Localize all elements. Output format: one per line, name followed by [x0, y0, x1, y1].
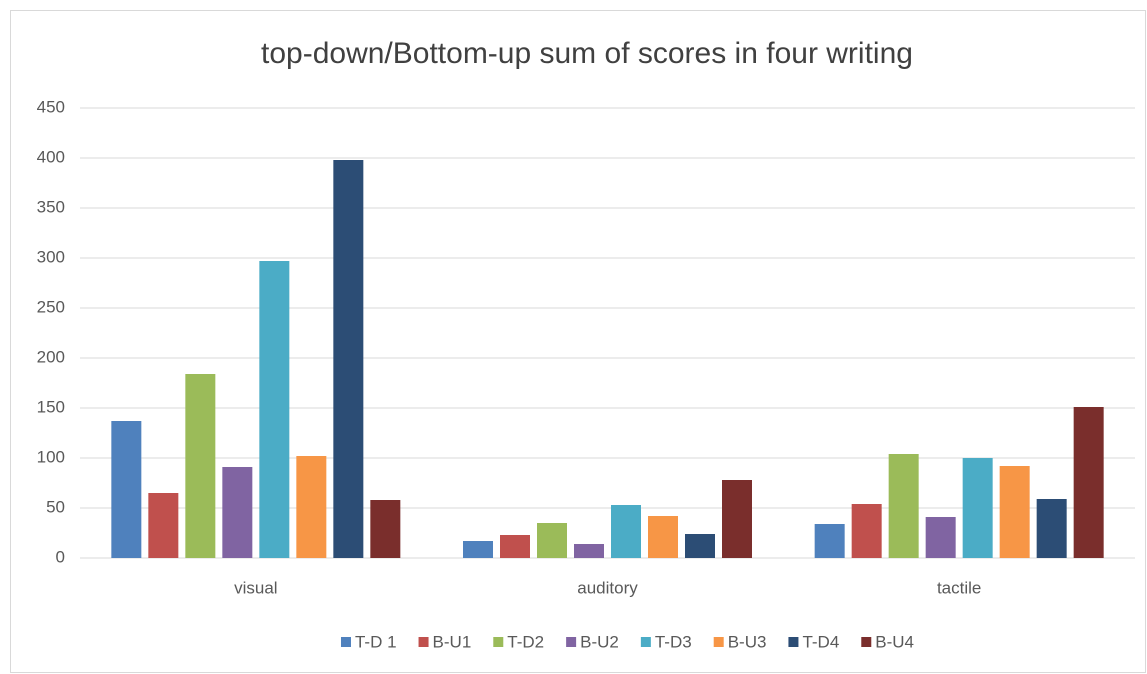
bar [463, 541, 493, 558]
bar [222, 467, 253, 558]
legend-label: T-D 1 [355, 632, 397, 651]
bar [111, 421, 142, 558]
legend-swatch [340, 637, 351, 647]
legend-swatch [566, 637, 577, 647]
x-tick-label: tactile [937, 578, 981, 597]
chart-title: top-down/Bottom-up sum of scores in four… [261, 37, 913, 70]
legend-label: B-U1 [433, 632, 472, 651]
bar [574, 544, 604, 558]
bar [814, 524, 845, 558]
bar [722, 480, 752, 558]
legend-label: B-U2 [580, 632, 619, 651]
bar [148, 493, 179, 558]
chart-frame [10, 10, 1146, 673]
bar [370, 500, 401, 558]
bar [999, 466, 1030, 558]
bar [962, 458, 993, 558]
legend-swatch [418, 637, 429, 647]
bar [851, 504, 882, 558]
y-tick-label: 100 [37, 447, 65, 466]
bar [500, 535, 530, 558]
bar [1073, 407, 1104, 558]
y-tick-label: 450 [37, 97, 65, 116]
y-tick-label: 350 [37, 197, 65, 216]
legend-swatch [493, 637, 504, 647]
bar [333, 160, 364, 558]
bar [185, 374, 216, 558]
y-tick-label: 300 [37, 247, 65, 266]
bar [925, 517, 956, 558]
legend-swatch [788, 637, 799, 647]
y-tick-label: 0 [56, 547, 65, 566]
bar [611, 505, 641, 558]
y-tick-label: 250 [37, 297, 65, 316]
legend-swatch [713, 637, 724, 647]
legend-label: T-D3 [655, 632, 692, 651]
bar [1036, 499, 1067, 558]
y-tick-label: 400 [37, 147, 65, 166]
bar [259, 261, 290, 558]
y-tick-label: 150 [37, 397, 65, 416]
bar [685, 534, 715, 558]
x-tick-label: visual [234, 578, 277, 597]
legend-label: B-U3 [728, 632, 767, 651]
y-tick-label: 200 [37, 347, 65, 366]
bar [888, 454, 919, 558]
x-tick-label: auditory [577, 578, 638, 597]
legend-label: T-D4 [802, 632, 839, 651]
legend-label: T-D2 [507, 632, 544, 651]
legend-label: B-U4 [875, 632, 914, 651]
bar [648, 516, 678, 558]
bar [296, 456, 327, 558]
legend-swatch [640, 637, 651, 647]
bar [537, 523, 567, 558]
legend-swatch [861, 637, 872, 647]
y-tick-label: 50 [46, 497, 65, 516]
